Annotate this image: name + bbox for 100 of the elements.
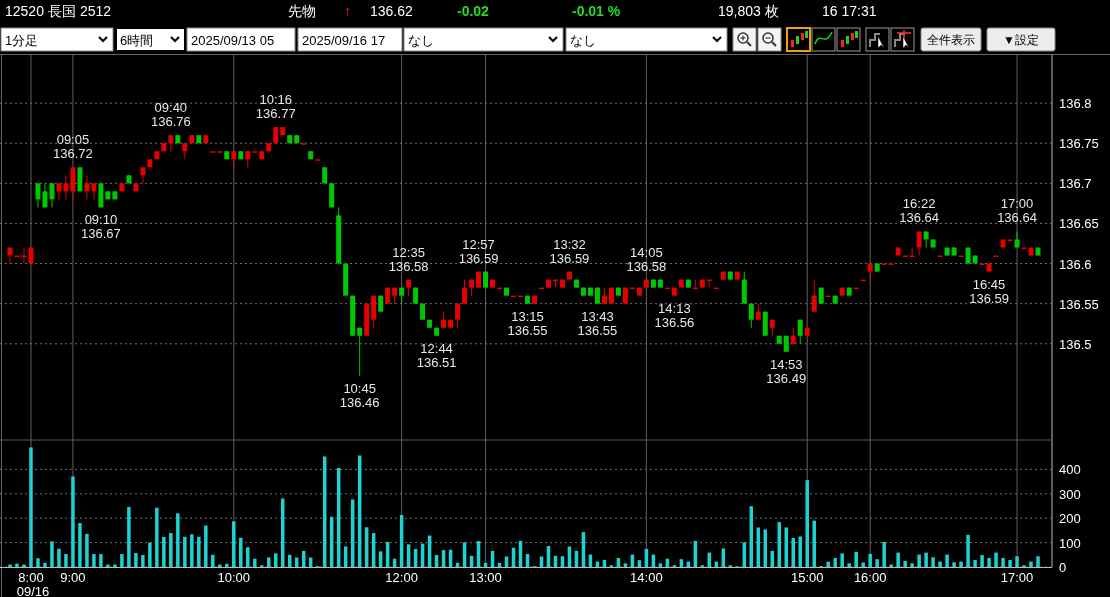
bar: [966, 534, 970, 567]
text: 16 17:31: [822, 3, 877, 19]
bar: [854, 551, 858, 567]
bar: [1029, 561, 1033, 567]
text: -0.02: [457, 3, 490, 19]
x-tick-label: 12:00: [385, 570, 418, 585]
bar: [190, 534, 194, 567]
y-tick-label: 100: [1059, 535, 1081, 551]
bar: [85, 533, 89, 567]
text: 12520: [5, 3, 45, 19]
bar: [134, 553, 138, 567]
bar: [50, 541, 54, 567]
bar: [952, 562, 956, 567]
bar: [987, 557, 991, 567]
y-tick-label: 136.7: [1059, 176, 1092, 192]
candlestick: [140, 166, 146, 184]
bar: [931, 557, 935, 567]
candlestick: [35, 182, 41, 208]
text: 先物: [288, 3, 316, 19]
y-tick-label: 136.65: [1059, 216, 1099, 232]
y-tick-label: 136.6: [1059, 256, 1092, 272]
annotation: 09:40 136.76: [150, 100, 191, 130]
bar: [833, 557, 837, 567]
x-tick-label: 15:00: [790, 570, 824, 585]
text: ▼設定: [1003, 33, 1039, 47]
y-tick-label: 0: [1059, 560, 1067, 575]
annotation: 10:45 136.46: [339, 380, 380, 410]
bar: [840, 553, 844, 567]
bar: [127, 506, 131, 567]
text: 長国 2512: [48, 3, 112, 19]
candlestick: [49, 182, 55, 208]
bar: [847, 563, 851, 567]
bar: [120, 554, 124, 567]
bar: [162, 536, 166, 567]
bar: [183, 536, 187, 567]
bar: [959, 561, 963, 567]
bar: [938, 561, 942, 567]
bar: [155, 507, 159, 567]
bar: [176, 513, 180, 567]
text: 1分足: [5, 33, 39, 48]
annotation: 13:15 136.55: [507, 308, 548, 338]
annotation: 13:32 136.59: [549, 236, 590, 266]
bar: [826, 561, 830, 567]
bar: [267, 557, 271, 567]
bar: [917, 554, 921, 567]
candlestick: [56, 182, 62, 200]
bar: [973, 559, 977, 567]
candlestick: [748, 303, 754, 329]
x-tick-label: 14:00: [630, 570, 663, 585]
annotation: 16:45 136.59: [969, 276, 1009, 306]
bar: [896, 552, 900, 567]
bar: [232, 521, 236, 567]
bar: [148, 542, 152, 567]
x-tick-label: 10:00: [217, 570, 251, 585]
y-tick-label: 400: [1059, 462, 1081, 478]
bar: [924, 552, 928, 567]
y-tick-label: 136.5: [1059, 336, 1092, 352]
candlestick: [1014, 230, 1020, 248]
x-tick-label: 16:00: [853, 570, 887, 585]
bar: [141, 555, 145, 567]
text: 136.62: [370, 3, 414, 19]
bar: [980, 555, 984, 567]
bar: [71, 476, 75, 567]
bar: [805, 480, 809, 567]
candlestick: [455, 303, 461, 329]
candlestick: [797, 319, 803, 345]
candlestick: [7, 247, 13, 265]
annotation: 14:13 136.56: [654, 300, 695, 330]
bar: [92, 554, 96, 567]
bar: [1015, 556, 1019, 567]
bar: [945, 554, 949, 567]
x-tick-label: 9:00: [60, 570, 86, 585]
y-tick-label: 136.75: [1059, 136, 1099, 152]
bar: [1008, 559, 1012, 567]
bar: [169, 533, 173, 567]
candlestick: [811, 279, 817, 313]
annotation: 12:57 136.59: [458, 236, 499, 266]
text: 19,803 枚: [718, 3, 779, 19]
x-tick-label: 17:00: [1000, 570, 1034, 585]
text: 09/16: [16, 584, 50, 597]
candlestick: [462, 279, 468, 305]
bar: [15, 563, 19, 567]
bar: [211, 554, 215, 567]
candlestick: [923, 230, 929, 248]
bar: [57, 548, 61, 567]
bar: [861, 562, 865, 567]
bar: [308, 557, 313, 567]
annotation: 14:05 136.58: [626, 244, 667, 274]
bar: [294, 557, 299, 567]
candlestick: [91, 182, 97, 200]
annotation: 09:05 136.72: [53, 132, 93, 162]
bar: [791, 537, 795, 567]
bar: [246, 547, 250, 567]
y-tick-label: 136.8: [1059, 96, 1092, 112]
text: 2025/09/13 05: [191, 33, 275, 48]
text: 全件表示: [927, 33, 975, 47]
bar: [623, 563, 628, 567]
annotation: 10:16 136.77: [255, 92, 296, 122]
y-tick-label: 300: [1059, 486, 1081, 502]
bar: [868, 553, 872, 567]
